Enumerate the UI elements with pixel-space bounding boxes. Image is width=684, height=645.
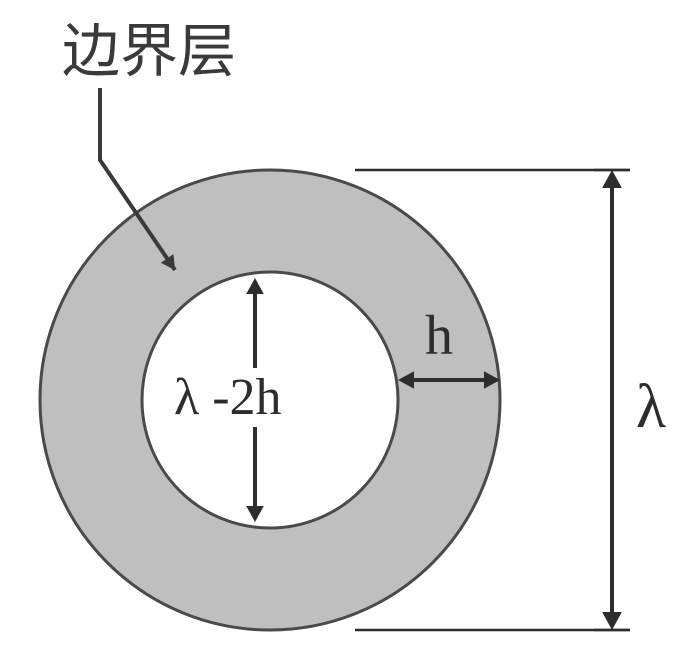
dim-outer-diameter [594,170,630,630]
label-lambda-minus-2h: λ -2h [170,368,286,427]
label-lambda: λ [636,372,666,443]
diagram-canvas: 边界层 λ -2h h λ [0,0,684,645]
ring-svg [0,0,684,645]
label-h: h [425,304,453,368]
